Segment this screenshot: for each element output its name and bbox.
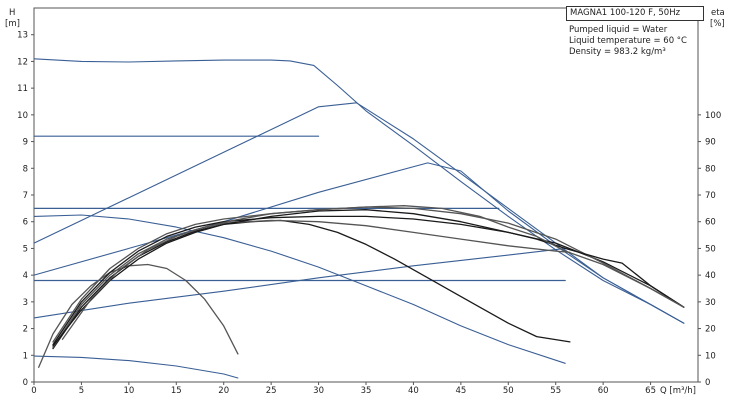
x-tick-label: 60 [598,386,609,396]
y-left-tick-label: 11 [17,84,28,94]
info-box: MAGNA1 100-120 F, 50Hz Pumped liquid = W… [566,6,704,58]
annotation-temperature: Liquid temperature = 60 °C [569,36,687,46]
annotation-density: Density = 983.2 kg/m³ [569,47,666,57]
eta-black-curve-15 [61,205,685,340]
x-tick-label: 30 [313,386,324,396]
y-right-tick-label: 20 [705,325,716,335]
y-right-tick-label: 90 [705,138,716,148]
eta-black-curve-11 [52,219,571,348]
x-tick-label: 35 [361,386,372,396]
y-left-tick-label: 9 [23,138,28,148]
y-right-tick-label: 30 [705,298,716,308]
y-left-label-line2: [m] [5,19,20,29]
series-layer [33,58,685,379]
x-tick-label: 65 [645,386,656,396]
x-tick-label: 5 [79,386,84,396]
y-right-tick-label: 40 [705,271,716,281]
x-axis-label: Q [m³/h] [660,386,696,396]
x-tick-label: 20 [218,386,229,396]
eta-black-curve-13 [52,206,685,343]
head-blue-curve-0 [33,58,685,324]
y-right-label-line1: eta [711,8,725,18]
annotation-liquid: Pumped liquid = Water [569,25,668,35]
y-left-tick-label: 2 [23,325,28,335]
y-right-tick-label: 60 [705,218,716,228]
x-tick-label: 45 [455,386,466,396]
eta-black-curve-12 [52,215,685,346]
y-left-tick-label: 1 [23,351,28,361]
y-right-tick-label: 0 [705,378,710,388]
x-tick-label: 40 [408,386,419,396]
y-left-tick-label: 5 [23,244,28,254]
eta-black-curve-9 [38,263,239,368]
y-right-tick-label: 50 [705,244,716,254]
x-tick-label: 10 [123,386,134,396]
chart-title: MAGNA1 100-120 F, 50Hz [566,6,704,21]
y-right-axis-ticks: 0 10 20 30 40 50 60 70 80 90 100 [698,111,721,388]
y-right-tick-label: 80 [705,164,716,174]
y-left-tick-label: 0 [23,378,28,388]
head-blue-curve-2 [33,162,685,324]
y-left-label-line1: H [9,8,15,18]
eta-black-curve-10 [52,219,571,350]
y-right-tick-label: 70 [705,191,716,201]
y-left-tick-label: 8 [23,164,28,174]
y-left-tick-label: 10 [17,111,28,121]
x-tick-label: 15 [171,386,182,396]
y-right-tick-label: 100 [705,111,721,121]
y-left-tick-label: 7 [23,191,28,201]
y-right-label-line2: [%] [710,19,725,29]
x-tick-label: 0 [31,386,36,396]
head-blue-curve-3 [33,247,566,319]
y-left-tick-label: 13 [17,31,28,41]
y-left-tick-label: 4 [23,271,28,281]
y-right-tick-label: 10 [705,351,716,361]
y-left-tick-label: 12 [17,57,28,67]
x-tick-label: 25 [266,386,277,396]
eta-black-curve-14 [52,209,685,347]
x-tick-label: 50 [503,386,514,396]
x-tick-label: 55 [550,386,561,396]
head-blue-curve-5 [33,355,239,379]
y-left-tick-label: 3 [23,298,28,308]
x-axis-ticks: 0 5 10 15 20 25 30 35 40 45 50 55 60 65 [31,382,656,396]
y-left-tick-label: 6 [23,218,28,228]
head-blue-curve-4 [33,214,566,364]
